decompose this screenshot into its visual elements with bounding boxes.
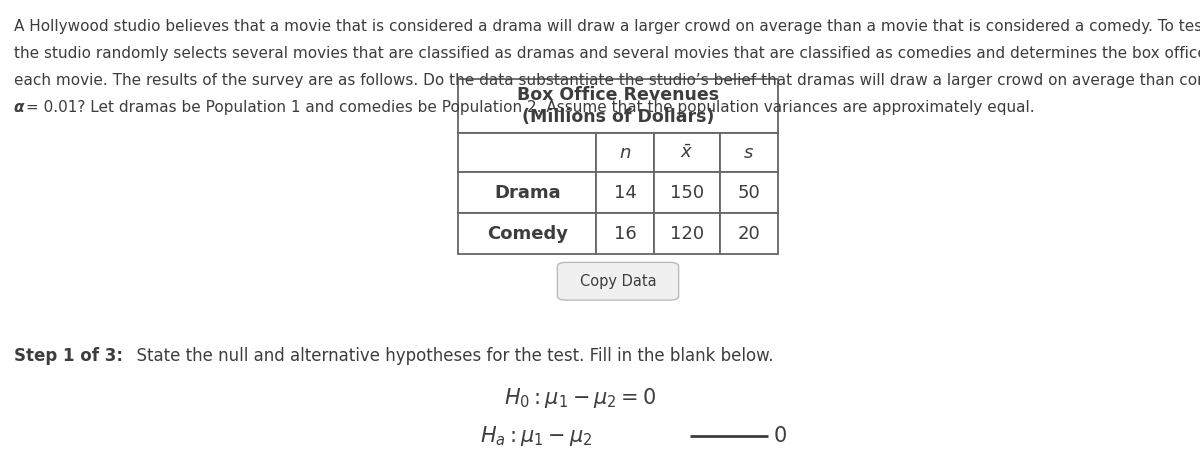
Bar [596,213,654,254]
Text: $H_0 : \mu_1 - \mu_2 = 0$: $H_0 : \mu_1 - \mu_2 = 0$ [504,386,656,411]
Text: α: α [14,100,30,115]
Text: 20: 20 [738,225,760,243]
Bar [654,133,720,172]
Text: 14: 14 [613,184,637,202]
Bar [596,133,654,172]
Text: State the null and alternative hypotheses for the test. Fill in the blank below.: State the null and alternative hypothese… [126,348,774,365]
Text: 150: 150 [670,184,704,202]
Bar [720,213,778,254]
Text: Box Office Revenues
(Millions of Dollars): Box Office Revenues (Millions of Dollars… [517,86,719,126]
Text: Comedy: Comedy [487,225,568,243]
Text: A Hollywood studio believes that a movie that is considered a drama will draw a : A Hollywood studio believes that a movie… [14,19,1200,34]
Bar [458,172,596,213]
Text: $\bar{x}$: $\bar{x}$ [680,144,694,162]
Text: 16: 16 [614,225,636,243]
FancyBboxPatch shape [557,262,679,300]
Text: $H_a : \mu_1 - \mu_2$: $H_a : \mu_1 - \mu_2$ [480,424,593,448]
Text: $s$: $s$ [743,144,755,162]
Text: Step 1 of 3:: Step 1 of 3: [14,348,124,365]
Bar [654,213,720,254]
Text: each movie. The results of the survey are as follows. Do the data substantiate t: each movie. The results of the survey ar… [14,73,1200,88]
Bar [458,133,596,172]
Bar [458,79,778,133]
Bar [596,172,654,213]
Text: 120: 120 [670,225,704,243]
Bar [458,213,596,254]
Bar [720,133,778,172]
Text: Drama: Drama [494,184,560,202]
Bar [720,172,778,213]
Text: Copy Data: Copy Data [580,274,656,289]
Text: the studio randomly selects several movies that are classified as dramas and sev: the studio randomly selects several movi… [14,46,1200,61]
Text: $n$: $n$ [619,144,631,162]
Text: 0: 0 [774,426,787,445]
Text: = 0.01? Let dramas be Population 1 and comedies be Population 2. Assume that the: = 0.01? Let dramas be Population 1 and c… [26,100,1036,115]
Bar [654,172,720,213]
Text: 50: 50 [738,184,760,202]
